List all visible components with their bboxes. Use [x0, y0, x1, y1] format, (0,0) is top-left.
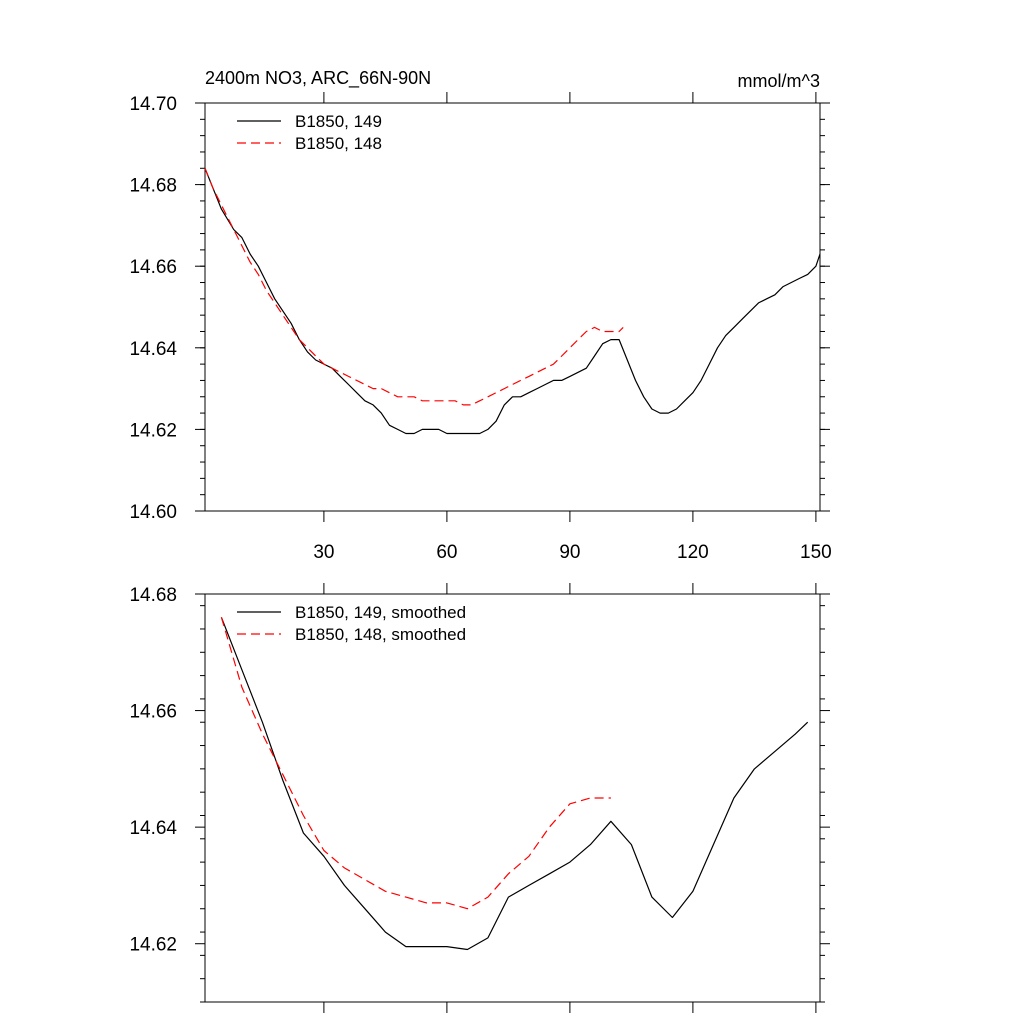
top-legend-label: B1850, 149 — [295, 112, 382, 131]
bottom-chart-panel: 14.62 14.64 14.66 14.68 B1850, 149, smoothed… — [129, 583, 830, 1013]
top-x-tick-label: 30 — [313, 542, 334, 563]
bottom-y-tick-label: 14.62 — [129, 935, 177, 956]
bottom-y-tick-label: 14.68 — [129, 585, 177, 606]
top-x-tick-label: 90 — [559, 542, 580, 563]
bottom-y-tick-label: 14.66 — [129, 702, 177, 723]
bottom-y-tick-label: 14.64 — [129, 818, 177, 839]
top-series-line — [204, 168, 821, 435]
bottom-series-line — [220, 617, 809, 951]
top-legend-label: B1850, 148 — [295, 134, 382, 153]
top-y-tick-label: 14.62 — [129, 420, 177, 441]
bottom-legend-label: B1850, 149, smoothed — [295, 603, 466, 622]
bottom-plot-frame — [204, 593, 821, 1003]
top-chart-units: mmol/m^3 — [738, 71, 820, 91]
top-x-tick-label: 120 — [677, 542, 709, 563]
top-y-tick-label: 14.66 — [129, 257, 177, 278]
top-y-tick-label: 14.64 — [129, 339, 177, 360]
top-chart-panel: 14.60 14.62 14.64 14.66 14.68 14.70 30 60 90 120 1… — [129, 92, 832, 563]
top-y-tick-label: 14.60 — [129, 502, 177, 523]
top-series-line — [204, 168, 624, 406]
top-x-tick-label: 150 — [800, 542, 832, 563]
top-plot-frame — [204, 102, 821, 512]
top-y-tick-label: 14.68 — [129, 176, 177, 197]
top-x-tick-label: 60 — [436, 542, 457, 563]
bottom-legend-label: B1850, 148, smoothed — [295, 625, 466, 644]
top-y-tick-label: 14.70 — [129, 94, 177, 115]
bottom-series-line — [220, 617, 611, 910]
top-chart-title: 2400m NO3, ARC_66N-90N — [205, 68, 431, 89]
